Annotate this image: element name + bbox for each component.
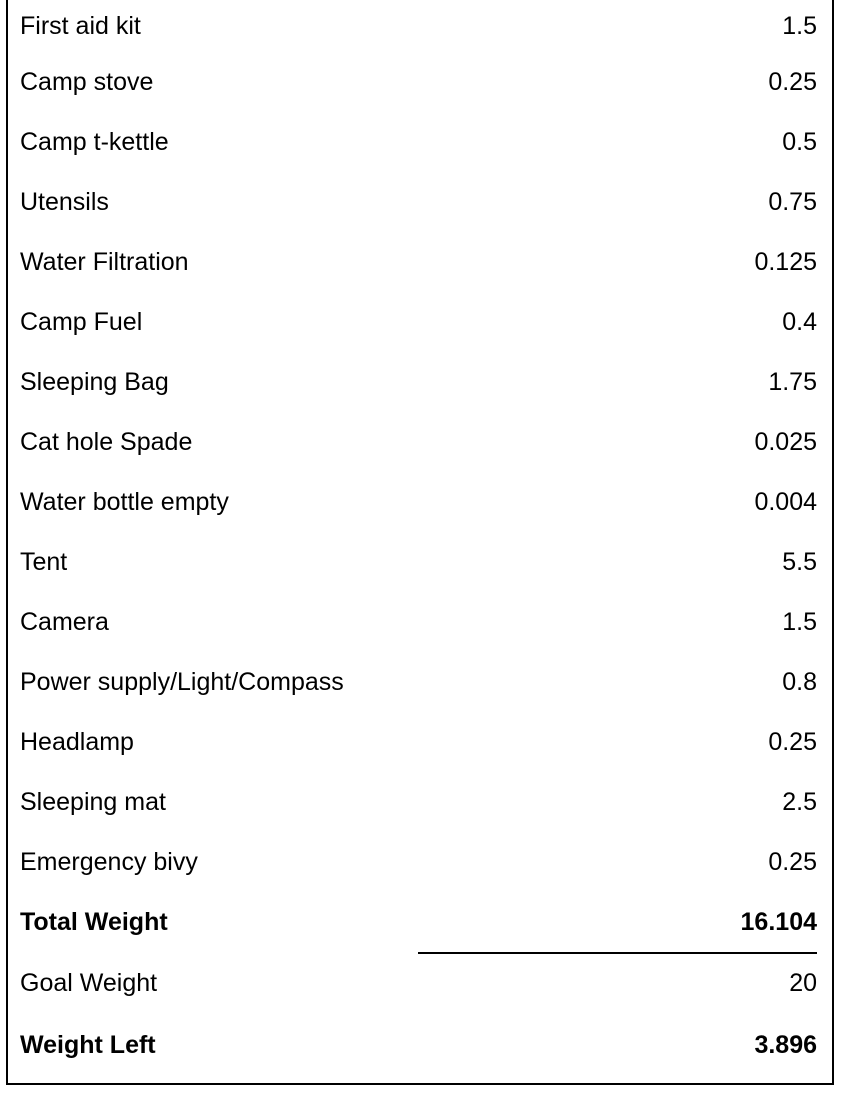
table-row: Power supply/Light/Compass 0.8 [20, 652, 817, 712]
sum-divider-line [418, 952, 817, 954]
item-label: Camp stove [20, 67, 154, 96]
table-row: Sleeping Bag 1.75 [20, 352, 817, 412]
item-label: Sleeping Bag [20, 367, 169, 396]
item-weight: 0.75 [768, 187, 817, 216]
item-label: Power supply/Light/Compass [20, 667, 344, 696]
item-label: Utensils [20, 187, 109, 216]
item-label: Water Filtration [20, 247, 189, 276]
item-label: First aid kit [20, 11, 141, 40]
item-weight: 2.5 [782, 787, 817, 816]
table-row: First aid kit 1.5 [20, 0, 817, 52]
item-weight: 0.25 [768, 727, 817, 756]
item-weight: 0.25 [768, 67, 817, 96]
weight-left-label: Weight Left [20, 1030, 156, 1059]
item-weight: 5.5 [782, 547, 817, 576]
table-row: Sleeping mat 2.5 [20, 772, 817, 832]
item-label: Camera [20, 607, 109, 636]
item-weight: 0.025 [754, 427, 817, 456]
goal-weight-row: Goal Weight 20 [20, 952, 817, 1014]
item-weight: 0.125 [754, 247, 817, 276]
item-label: Sleeping mat [20, 787, 166, 816]
item-label: Water bottle empty [20, 487, 229, 516]
item-label: Emergency bivy [20, 847, 198, 876]
item-weight: 0.25 [768, 847, 817, 876]
table-row: Utensils 0.75 [20, 172, 817, 232]
item-label: Tent [20, 547, 68, 576]
item-label: Camp Fuel [20, 307, 143, 336]
goal-weight-value: 20 [789, 968, 817, 997]
item-weight: 0.8 [782, 667, 817, 696]
table-row: Headlamp 0.25 [20, 712, 817, 772]
table-row: Emergency bivy 0.25 [20, 832, 817, 892]
table-row: Camp t-kettle 0.5 [20, 112, 817, 172]
table-row: Cat hole Spade 0.025 [20, 412, 817, 472]
table-row: Camp stove 0.25 [20, 52, 817, 112]
item-weight: 0.004 [754, 487, 817, 516]
item-label: Headlamp [20, 727, 134, 756]
item-weight: 0.5 [782, 127, 817, 156]
goal-weight-label: Goal Weight [20, 968, 158, 997]
item-label: Camp t-kettle [20, 127, 169, 156]
table-frame [6, 0, 834, 1085]
table-row: Camp Fuel 0.4 [20, 292, 817, 352]
item-weight: 0.4 [782, 307, 817, 336]
item-weight: 1.5 [782, 607, 817, 636]
table-row: Tent 5.5 [20, 532, 817, 592]
total-weight-label: Total Weight [20, 907, 168, 936]
item-label: Cat hole Spade [20, 427, 193, 456]
weight-left-row: Weight Left 3.896 [20, 1014, 817, 1076]
table-row: Water bottle empty 0.004 [20, 472, 817, 532]
item-weight: 1.5 [782, 11, 817, 40]
gear-weight-table: First aid kit 1.5 Camp stove 0.25 Camp t… [20, 0, 817, 1076]
total-weight-value: 16.104 [740, 907, 817, 936]
total-weight-row: Total Weight 16.104 [20, 892, 817, 952]
item-weight: 1.75 [768, 367, 817, 396]
table-row: Camera 1.5 [20, 592, 817, 652]
table-row: Water Filtration 0.125 [20, 232, 817, 292]
weight-left-value: 3.896 [754, 1030, 817, 1059]
